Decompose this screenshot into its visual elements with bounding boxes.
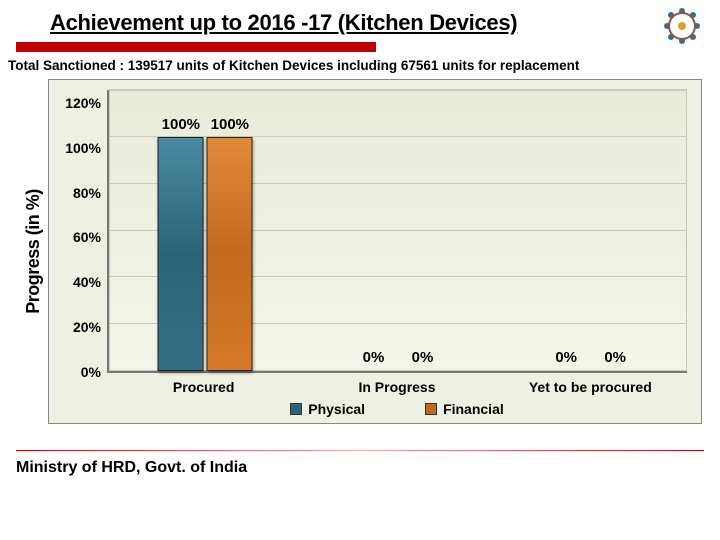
header: Achievement up to 2016 -17 (Kitchen Devi… [0, 0, 720, 36]
legend-label: Physical [308, 401, 365, 417]
legend-item-financial: Financial [425, 401, 504, 417]
bar-physical: 100% [158, 137, 204, 371]
xtick: Yet to be procured [494, 373, 687, 395]
bar-label: 0% [555, 349, 577, 366]
legend: Physical Financial [59, 395, 687, 417]
bar-label: 100% [162, 116, 200, 133]
page-title: Achievement up to 2016 -17 (Kitchen Devi… [50, 10, 710, 36]
ytick: 60% [73, 230, 101, 244]
chart-outer: 120% 100% 80% 60% 40% 20% 0% 100%100%0%0… [48, 79, 702, 424]
xtick: Procured [107, 373, 300, 395]
bar-label: 0% [363, 349, 385, 366]
bar-label: 100% [211, 116, 249, 133]
emblem-logo [656, 6, 708, 58]
y-axis-label-wrap: Progress (in %) [18, 79, 48, 424]
plot-row: 120% 100% 80% 60% 40% 20% 0% 100%100%0%0… [59, 90, 687, 373]
ytick: 120% [65, 96, 101, 110]
ytick: 20% [73, 320, 101, 334]
bar-financial: 100% [207, 137, 253, 371]
swatch-physical [290, 403, 302, 415]
subtitle: Total Sanctioned : 139517 units of Kitch… [0, 56, 720, 77]
ytick: 40% [73, 275, 101, 289]
chart-container: Progress (in %) 120% 100% 80% 60% 40% 20… [18, 79, 702, 424]
x-ticks: Procured In Progress Yet to be procured [107, 373, 687, 395]
ytick: 0% [81, 365, 101, 379]
bar-label: 0% [604, 349, 626, 366]
ytick: 80% [73, 186, 101, 200]
ytick: 100% [65, 141, 101, 155]
bar-group: 100%100% [158, 90, 253, 371]
plot-area: 100%100%0%0%0%0% [107, 90, 687, 373]
y-ticks: 120% 100% 80% 60% 40% 20% 0% [59, 90, 107, 373]
bar-label: 0% [412, 349, 434, 366]
bar-group: 0% 0% [351, 90, 446, 371]
legend-label: Financial [443, 401, 504, 417]
legend-item-physical: Physical [290, 401, 365, 417]
bar-group: 0% 0% [543, 90, 638, 371]
swatch-financial [425, 403, 437, 415]
xtick: In Progress [300, 373, 493, 395]
y-axis-label: Progress (in %) [23, 189, 44, 314]
accent-bar [16, 42, 376, 52]
footer-text: Ministry of HRD, Govt. of India [0, 451, 720, 477]
